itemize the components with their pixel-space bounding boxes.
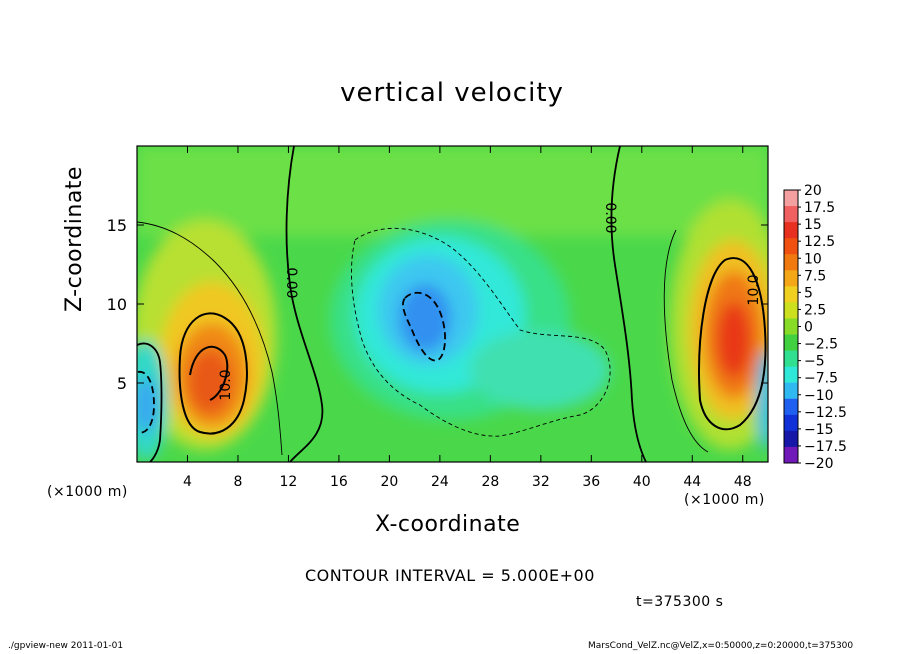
contour-5-right	[663, 229, 709, 453]
contour-10-right	[698, 257, 767, 431]
downdraft-center-core	[399, 284, 451, 352]
y-axis-unit: (×1000 m)	[47, 484, 128, 500]
x-tick-label: 4	[183, 474, 192, 490]
colorbar-segment	[784, 446, 798, 464]
x-tick-label: 24	[431, 474, 449, 490]
x-tick-label: 28	[481, 474, 499, 490]
colorbar-label: 7.5	[804, 268, 826, 284]
colorbar-segment	[784, 366, 798, 384]
colorbar-label: 5	[804, 285, 813, 301]
x-tick-label: 44	[683, 474, 701, 490]
contour-labels: 10.0 0.00 0.00 10.0	[218, 202, 762, 400]
x-axis-label: X-coordinate	[375, 512, 521, 537]
contour-value-label: 0.00	[283, 267, 299, 298]
contour-5-left	[137, 221, 283, 456]
x-tick-label: 16	[330, 474, 348, 490]
updraft-left-core	[188, 350, 232, 414]
contour-10-left-inner	[189, 345, 229, 401]
downdraft-right-edge	[756, 350, 768, 450]
colorbar-label: −15	[804, 422, 834, 438]
chart-title: vertical velocity	[340, 78, 564, 108]
x-tick-label: 8	[233, 474, 242, 490]
colorbar-segment	[784, 270, 798, 287]
colorbar-label: 20	[804, 183, 822, 199]
colorbar-label: −17.5	[804, 439, 847, 455]
contour-interval: CONTOUR INTERVAL = 5.000E+00	[305, 566, 595, 585]
updraft-right-core	[717, 302, 751, 378]
contour-0-edge	[137, 342, 163, 462]
y-tick-label: 5	[117, 374, 127, 393]
colorbar-label: −2.5	[804, 337, 838, 353]
downdraft-patchy	[470, 330, 610, 410]
x-tick-label: 20	[380, 474, 398, 490]
colorbar-label: −20	[804, 456, 834, 472]
y-tick-label: 10	[107, 295, 127, 314]
colorbar-label: 15	[804, 217, 822, 233]
contour-value-label: 10.0	[746, 274, 762, 305]
time-stamp: t=375300 s	[636, 594, 724, 610]
footer-right: MarsCond_VelZ.nc@VelZ,x=0:50000,z=0:2000…	[588, 641, 854, 651]
colorbar-segment	[784, 430, 798, 448]
x-axis-unit: (×1000 m)	[684, 492, 765, 508]
x-tick-label: 48	[734, 474, 752, 490]
colorbar-segment	[784, 398, 798, 416]
colorbar-segment	[784, 382, 798, 400]
x-ticks: 4 8 12 16 20 24 28 32 36 40 44 48	[183, 146, 752, 490]
colorbar-label: −7.5	[804, 371, 838, 387]
contour-0-left	[285, 146, 324, 462]
colorbar-segment	[784, 222, 798, 239]
colorbar-segment	[784, 238, 798, 255]
y-ticks: 5 10 15	[107, 216, 768, 393]
contour-lines	[137, 146, 767, 462]
field-layer	[137, 146, 768, 462]
colorbar-segment	[784, 334, 798, 352]
colorbar-label: 0	[804, 320, 813, 336]
colorbar-segment	[784, 302, 798, 319]
colorbar-segment	[784, 206, 798, 223]
colorbar-segment	[784, 190, 798, 207]
contour-neg2-center	[351, 227, 611, 437]
contour-neg5-edge	[137, 371, 155, 434]
colorbar-label: 10	[804, 251, 822, 267]
colorbar-segment	[784, 254, 798, 271]
contour-0-right	[610, 146, 647, 462]
contour-value-label: 10.0	[218, 369, 234, 400]
colorbar-label: 17.5	[804, 200, 835, 216]
colorbar-label: 12.5	[804, 234, 835, 250]
x-tick-label: 12	[280, 474, 298, 490]
y-tick-label: 15	[107, 216, 127, 235]
colorbar-segment	[784, 414, 798, 432]
x-tick-label: 40	[633, 474, 651, 490]
colorbar-label: 2.5	[804, 302, 826, 318]
colorbar-segment	[784, 286, 798, 303]
colorbar-label: −12.5	[804, 405, 847, 421]
x-tick-label: 36	[582, 474, 600, 490]
contour-10-left	[178, 312, 248, 435]
footer-left: ./gpview-new 2011-01-01	[8, 641, 124, 651]
colorbar-label: −10	[804, 388, 834, 404]
colorbar-label: −5	[804, 354, 825, 370]
colorbar-segment	[784, 318, 798, 336]
contour-value-label: 0.00	[602, 202, 618, 233]
colorbar-segment	[784, 350, 798, 368]
x-tick-label: 32	[532, 474, 550, 490]
